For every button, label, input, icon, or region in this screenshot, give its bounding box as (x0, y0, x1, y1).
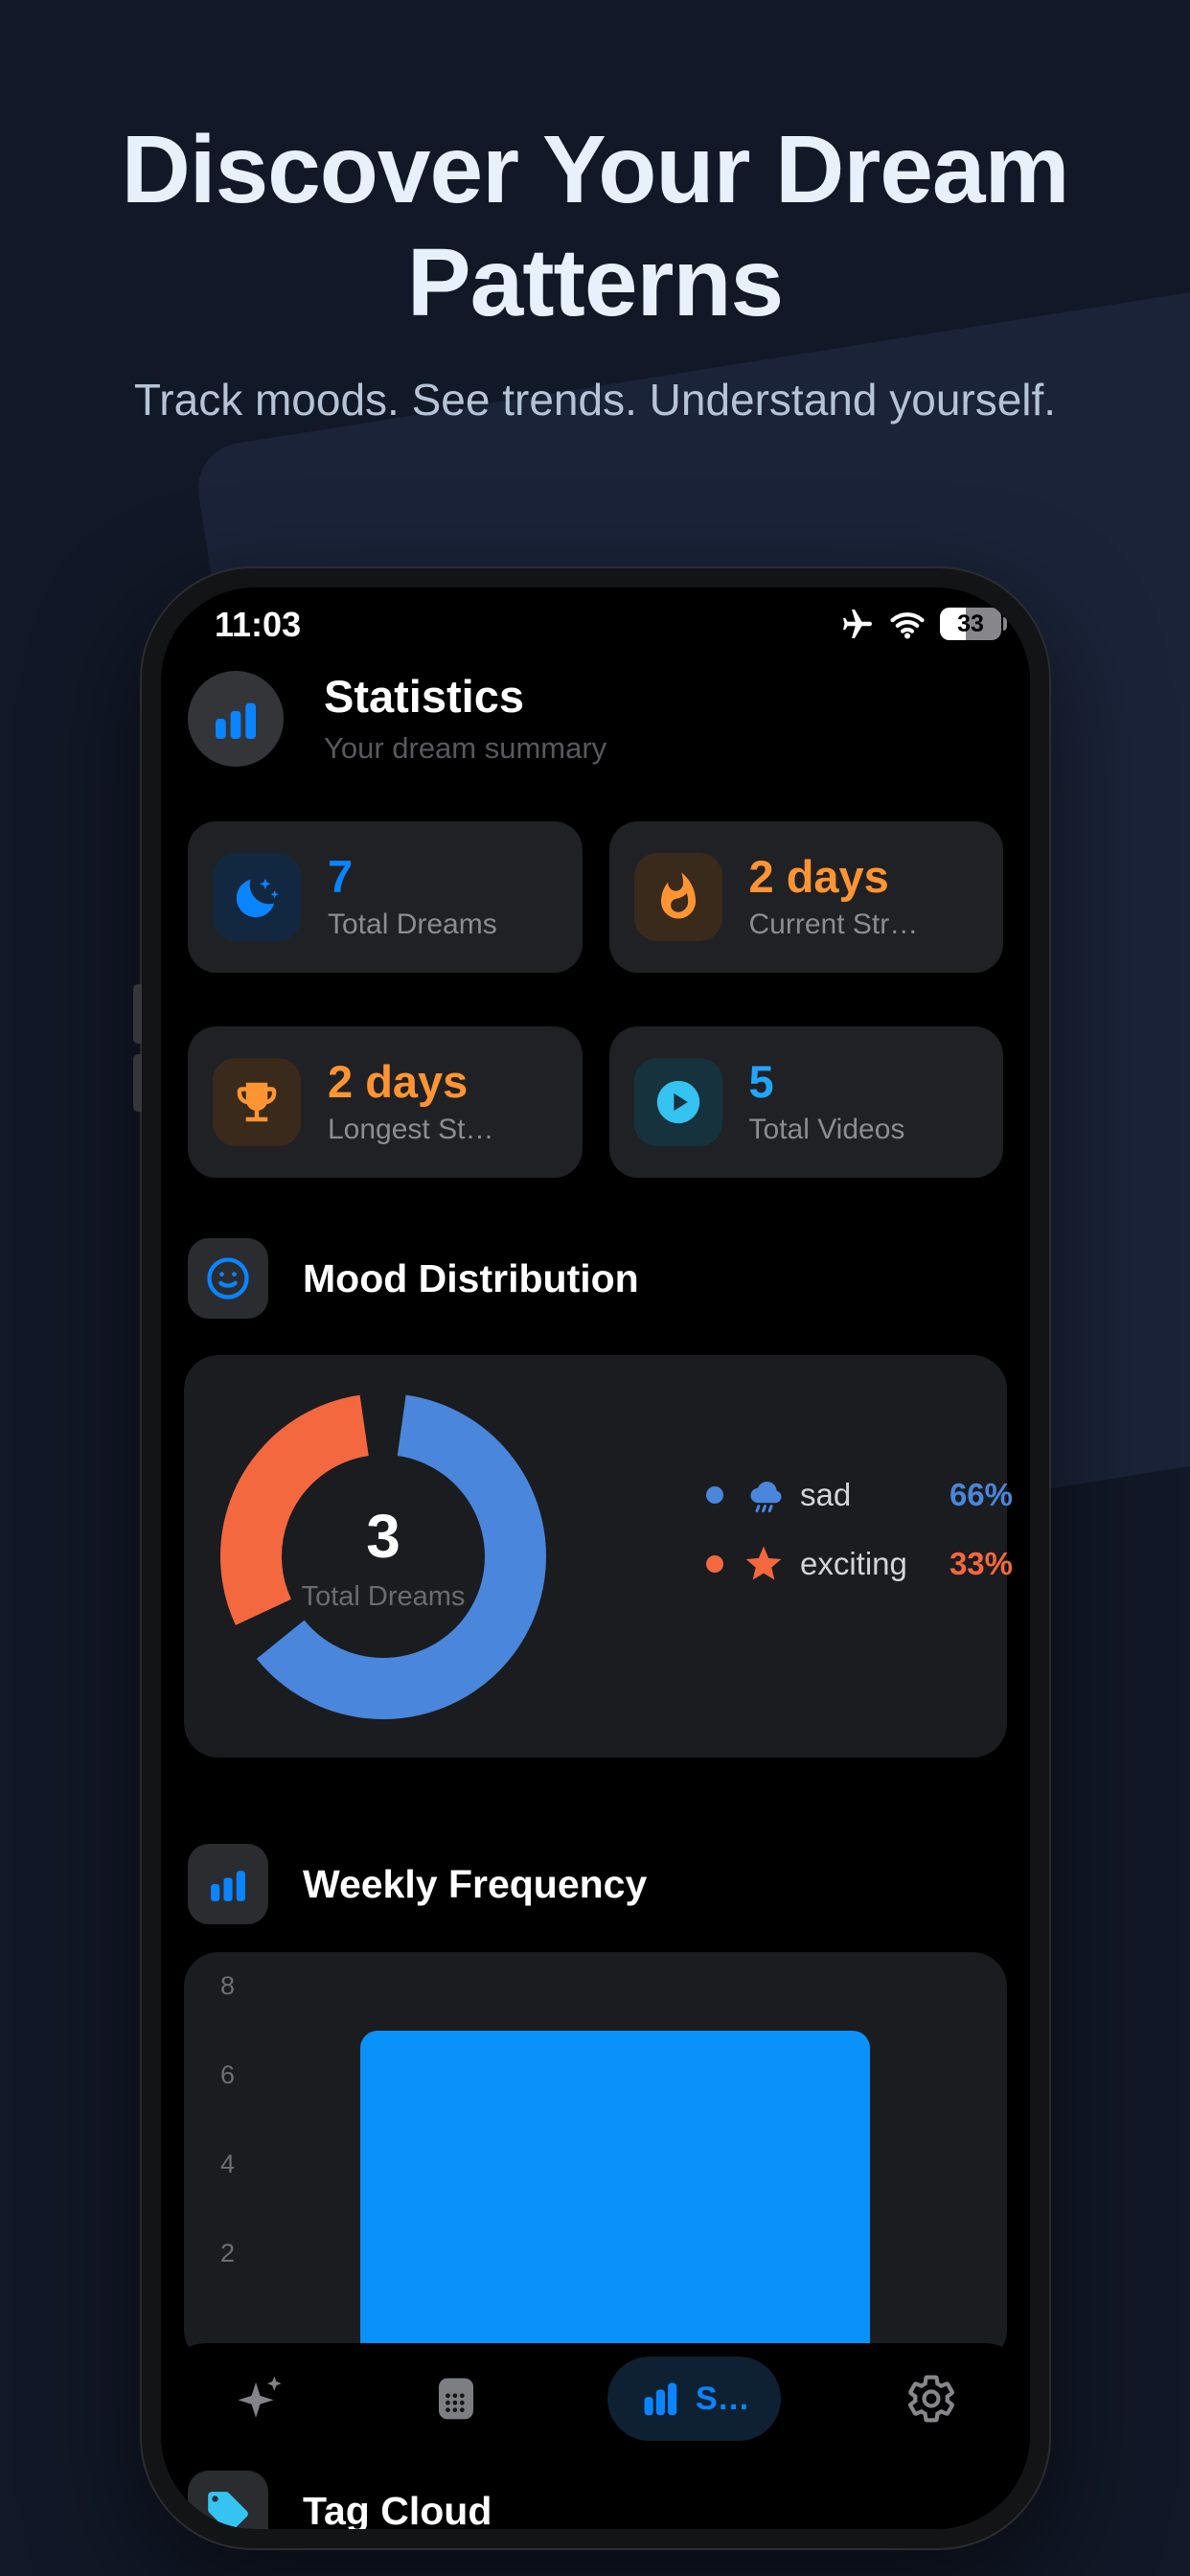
stat-card-longest-streak: 2 days Longest St… (188, 1026, 583, 1178)
battery-percent: 33 (957, 610, 984, 637)
phone-screen: 11:03 (161, 587, 1030, 2529)
battery-icon: 33 (940, 608, 1007, 640)
page-subtitle: Track moods. See trends. Understand your… (133, 375, 1057, 425)
hero-section: Discover Your Dream Patterns Track moods… (0, 0, 1190, 426)
donut-center-value: 3 (366, 1501, 400, 1571)
battery-cap (1003, 617, 1007, 631)
trophy-icon (213, 1058, 301, 1146)
stat-value: 7 (328, 851, 354, 902)
tab-label: S… (695, 2380, 750, 2417)
screen-title: Statistics (324, 671, 524, 722)
mood-section-header: Mood Distribution (188, 1238, 639, 1319)
tab-dreams[interactable] (214, 2357, 306, 2441)
mood-legend: sad 66% exciting 33% (706, 1474, 1013, 1585)
stats-icon (638, 2377, 682, 2421)
mood-donut-chart: 3 Total Dreams (218, 1392, 548, 1721)
legend-label: exciting (800, 1546, 907, 1581)
stat-label: Current Str… (748, 908, 919, 940)
sparkles-icon (232, 2371, 287, 2426)
stat-card-total-dreams: 7 Total Dreams (188, 821, 583, 973)
statistics-app-icon (188, 671, 284, 767)
play-icon (633, 1058, 722, 1146)
weekly-section-header: Weekly Frequency (188, 1844, 647, 1924)
mood-distribution-card: 3 Total Dreams (184, 1355, 1013, 1758)
volume-down-button (133, 1054, 142, 1112)
gear-icon (904, 2372, 958, 2426)
rain-cloud-icon (743, 1474, 785, 1516)
moon-stars-icon (213, 853, 301, 941)
legend-percent: 33% (949, 1546, 1013, 1581)
y-axis-tick: 2 (220, 2239, 236, 2267)
stat-label: Total Dreams (328, 908, 497, 940)
y-axis-tick: 8 (220, 1971, 236, 2000)
calendar-icon (430, 2373, 482, 2425)
phone-mockup: 11:03 (133, 566, 1051, 2550)
stat-label: Longest St… (328, 1114, 494, 1145)
tab-statistics-selected[interactable]: S… (606, 2357, 781, 2441)
screen-subtitle: Your dream summary (324, 731, 607, 765)
legend-row-sad: sad 66% (706, 1474, 1013, 1516)
volume-up-button (133, 984, 142, 1044)
stat-label: Total Videos (748, 1114, 905, 1145)
tags-section-header: Tag Cloud (188, 2471, 492, 2529)
legend-row-exciting: exciting 33% (706, 1543, 1013, 1585)
tag-icon (188, 2471, 268, 2529)
star-icon (743, 1543, 785, 1585)
tab-settings[interactable] (885, 2357, 977, 2441)
stat-value: 2 days (328, 1056, 469, 1107)
section-title: Mood Distribution (303, 1255, 639, 1300)
page-title-line1: Discover Your Dream (121, 116, 1070, 223)
weekly-frequency-card: 8 6 4 2 (184, 1952, 1007, 2364)
y-axis-tick: 6 (220, 2060, 236, 2089)
app-header: Statistics Your dream summary (188, 671, 606, 767)
stat-cards-grid: 7 Total Dreams 2 days Current Str… (188, 821, 1003, 1178)
stat-value: 2 days (748, 851, 889, 902)
airplane-mode-icon (840, 607, 875, 641)
status-icons: 33 (840, 607, 1007, 641)
y-axis-tick: 4 (220, 2150, 236, 2178)
tab-journal[interactable] (410, 2357, 502, 2441)
status-bar: 11:03 (161, 599, 1030, 645)
battery-fill (940, 608, 966, 640)
tab-bar: S… (161, 2343, 1030, 2529)
donut-slice-sad (220, 1393, 546, 1719)
wifi-icon (888, 609, 927, 639)
legend-dot (706, 1486, 723, 1504)
legend-label: sad (800, 1477, 852, 1512)
smiley-icon (188, 1238, 268, 1319)
section-title: Tag Cloud (303, 2488, 492, 2530)
stat-card-current-streak: 2 days Current Str… (608, 821, 1003, 973)
bar-chart-icon (188, 1844, 268, 1924)
page-title-line2: Patterns (406, 229, 784, 336)
legend-percent: 66% (949, 1477, 1013, 1512)
bar-chart-icon (209, 692, 263, 746)
stat-value: 5 (748, 1056, 774, 1107)
flame-icon (633, 853, 722, 941)
stat-card-total-videos: 5 Total Videos (608, 1026, 1003, 1178)
page-title: Discover Your Dream Patterns (0, 113, 1190, 339)
donut-slice-exciting (220, 1393, 546, 1719)
legend-dot (706, 1555, 723, 1573)
donut-center-label: Total Dreams (301, 1580, 466, 1612)
section-title: Weekly Frequency (303, 1861, 648, 1906)
frequency-bar (360, 2031, 870, 2364)
status-time: 11:03 (215, 605, 302, 644)
